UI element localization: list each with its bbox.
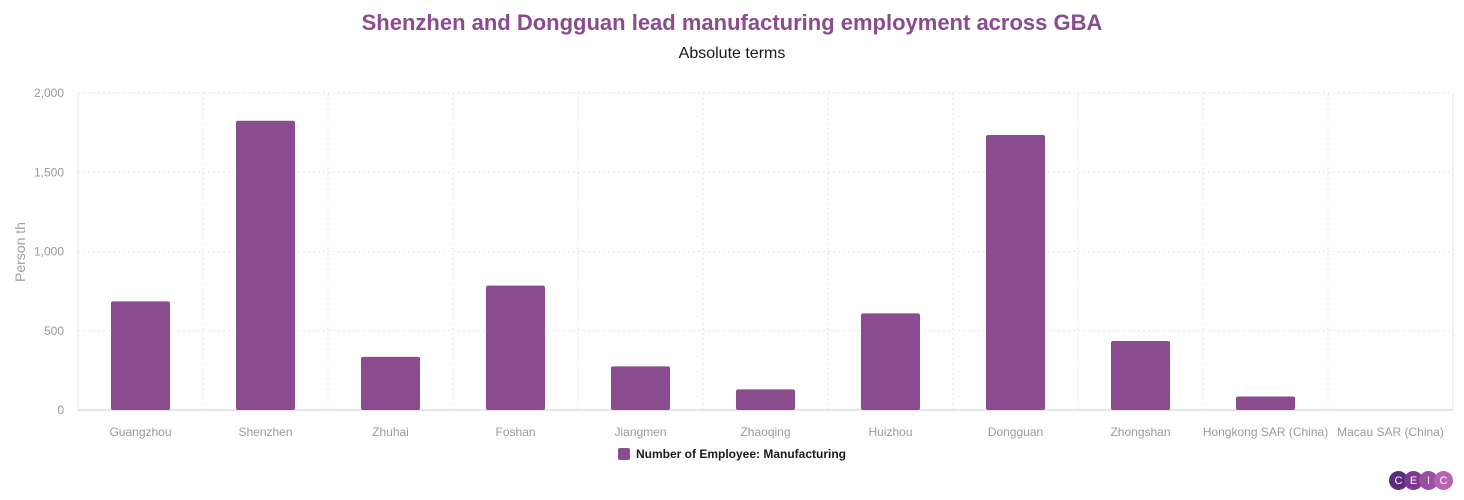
x-tick-label: Zhongshan: [1110, 425, 1170, 439]
y-axis-ticks: 0 500 1,000 1,500 2,000: [34, 86, 64, 417]
x-tick-label: Macau SAR (China): [1337, 425, 1444, 439]
bars: [111, 120, 1295, 411]
y-tick-label: 1,000: [34, 245, 64, 259]
x-tick-label: Foshan: [495, 425, 535, 439]
bar[interactable]: [1111, 341, 1170, 410]
y-tick-label: 2,000: [34, 86, 64, 100]
y-axis-title: Person th: [12, 222, 28, 282]
logo-letter: I: [1419, 471, 1438, 490]
y-tick-label: 1,500: [34, 165, 64, 179]
x-axis-ticks: Guangzhou Shenzhen Zhuhai Foshan Jiangmen Zha…: [109, 425, 1443, 439]
x-tick-label: Shenzhen: [238, 425, 292, 439]
bar[interactable]: [236, 120, 295, 411]
bar[interactable]: [486, 285, 545, 410]
logo-letter: C: [1434, 471, 1453, 490]
bar[interactable]: [986, 135, 1045, 410]
bar[interactable]: [111, 301, 170, 410]
legend-swatch: [617, 448, 630, 460]
y-tick-label: 0: [57, 403, 64, 417]
x-tick-label: Huizhou: [868, 425, 912, 439]
bar[interactable]: [736, 389, 795, 410]
x-tick-label: Guangzhou: [109, 425, 171, 439]
x-tick-label: Dongguan: [988, 425, 1043, 439]
x-tick-label: Zhuhai: [372, 425, 409, 439]
bar[interactable]: [611, 366, 670, 410]
x-tick-label: Zhaoqing: [740, 425, 790, 439]
x-tick-label: Jiangmen: [614, 425, 666, 439]
bar[interactable]: [1236, 396, 1295, 410]
chart-title: Shenzhen and Dongguan lead manufacturing…: [361, 10, 1103, 35]
chart-subtitle: Absolute terms: [678, 45, 786, 62]
logo-letter: E: [1404, 471, 1423, 490]
bar[interactable]: [861, 313, 920, 410]
logo-letter: C: [1389, 471, 1408, 490]
legend-label: Number of Employee: Manufacturing: [635, 447, 847, 461]
y-tick-label: 500: [44, 324, 64, 338]
bar[interactable]: [361, 356, 420, 410]
legend[interactable]: Number of Employee: Manufacturing: [0, 447, 1464, 461]
x-tick-label: Hongkong SAR (China): [1203, 425, 1328, 439]
